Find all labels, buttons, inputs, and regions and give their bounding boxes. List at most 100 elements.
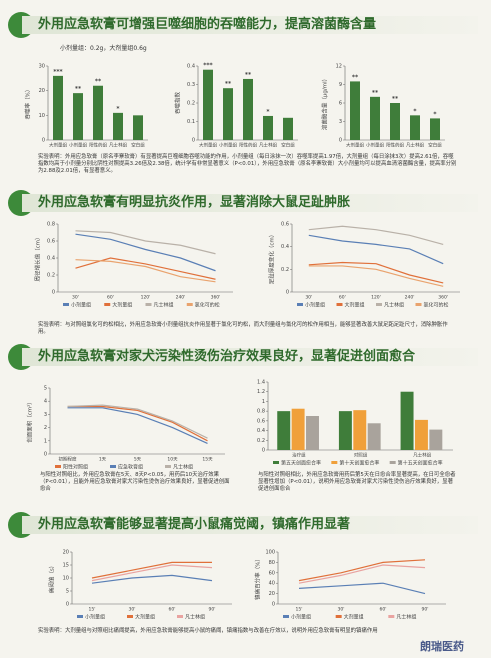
x-tick-label: 240' [405,295,415,301]
significance: * [266,108,270,115]
y-tick-label: 0.1 [187,119,195,125]
y-tick-label: 0 [339,138,342,144]
significance: * [413,108,417,115]
x-tick-label: 小剂量组 [366,142,384,149]
y-axis-label: 创面面积（cm²） [26,399,34,443]
bar [338,411,352,450]
section-title: 外用应急软膏有明显抗炎作用，显著消除大鼠足趾肿胀 [38,195,351,210]
y-tick-label: 10 [39,113,45,119]
y-tick-label: 1.2 [257,389,265,395]
bar [400,391,414,450]
legend-swatch [165,465,171,468]
legend-swatch [104,303,111,306]
significance: ** [225,81,232,88]
y-axis-label: 镇痛百分率（%） [254,556,262,600]
legend-swatch [415,303,422,306]
x-tick-label: 120' [371,295,381,301]
section-title: 外用应急软膏对家犬污染性烫伤治疗效果良好，显著促进创面愈合 [38,349,416,364]
bar [353,410,367,450]
legend-label: 第五天创面愈合率 [281,460,321,467]
y-tick-label: 0.2 [187,101,195,107]
y-tick-label: 3 [339,119,342,125]
legend-swatch [336,303,343,306]
legend-swatch [389,461,396,464]
x-tick-label: 60' [380,607,387,613]
line [67,404,208,439]
y-tick-label: 0 [52,290,55,296]
x-tick-label: 10天 [167,457,178,463]
bar [291,408,305,450]
x-tick-label: 15' [89,607,96,613]
y-tick-label: 0.2 [47,273,55,279]
x-tick-label: 30' [305,295,312,301]
line [67,407,208,444]
legend-label: 小剂量组 [71,302,91,309]
y-tick-label: 15 [63,563,69,569]
y-tick-label: 0.3 [187,82,195,88]
x-tick-label: 60' [169,607,176,613]
legend-label: 小剂量组 [305,302,325,309]
y-tick-label: 0.2 [281,267,289,273]
legend-label: 大剂量组 [344,614,364,621]
y-axis-label: 痛阈值（s） [48,563,56,593]
y-tick-label: 1.4 [257,380,265,386]
legend-swatch [186,303,193,306]
x-tick-label: 15' [296,607,303,613]
y-tick-label: 10 [63,576,69,582]
significance: * [116,105,120,112]
y-tick-label: 0.4 [187,64,195,70]
legend-label: 应急软膏组 [118,464,143,471]
bar [203,69,213,140]
y-tick-label: 5 [66,589,69,595]
x-tick-label: 15天 [202,457,213,463]
bar [53,75,63,140]
x-tick-label: 对照组 [354,452,368,459]
y-tick-label: 3 [44,412,47,418]
line [308,234,444,265]
y-tick-label: 12 [336,64,342,70]
significance: * [433,111,437,118]
line [91,564,213,582]
significance: ** [372,89,379,96]
legend-swatch [273,461,279,464]
legend-swatch [376,303,382,306]
line [298,564,426,584]
y-tick-label: 2 [44,425,47,431]
bar [263,115,273,140]
x-tick-label: 60' [339,295,346,301]
x-tick-label: 小剂量组 [219,142,237,149]
significance: ** [95,78,102,85]
x-tick-label: 30' [338,607,345,613]
bar [113,112,123,140]
line [298,559,426,582]
line [91,561,212,579]
legend-swatch [55,465,61,468]
y-tick-label: 30 [39,64,45,70]
legend-swatch [331,461,338,464]
significance: *** [53,68,63,75]
line [75,230,216,255]
x-tick-label: 初期程度 [59,456,77,463]
legend-label: 阳性对照组 [63,464,88,471]
bar [429,429,443,450]
bar [390,103,400,140]
line [67,405,208,442]
x-tick-label: 凡士林组 [413,452,431,459]
x-tick-label: 治疗组 [292,452,306,459]
legend-label: 大剂量组 [135,614,155,621]
y-tick-label: 1 [44,438,47,444]
bar [367,423,381,450]
bar [306,416,319,450]
x-tick-label: 空白组 [281,142,295,149]
x-tick-label: 大剂量组 [49,142,67,149]
legend-swatch [388,615,395,618]
y-tick-label: 20 [269,591,275,597]
title-bar: 外用应急软膏有明显抗炎作用，显著消除大鼠足趾肿胀 [8,190,478,216]
y-tick-label: 60 [269,570,275,576]
x-tick-label: 5天 [134,457,142,463]
x-tick-label: 阳性药组 [239,142,257,149]
y-tick-label: 100 [265,550,275,556]
bar [410,115,420,140]
title-bar: 外用应急软膏能够显著提高小鼠痛觉阈，镇痛作用显著 [8,512,478,538]
